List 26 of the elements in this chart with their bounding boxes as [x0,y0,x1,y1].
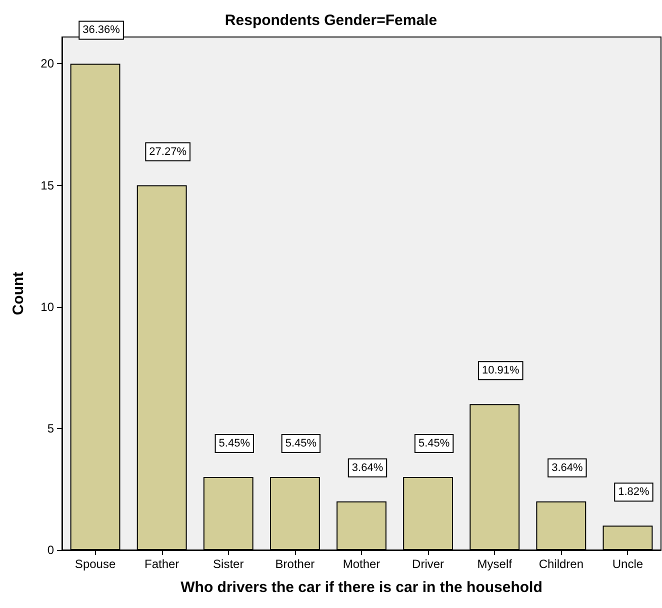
annotation: 27.27% [149,146,187,158]
y-tick-label: 5 [47,421,54,436]
x-tick-label: Mother [342,557,380,571]
y-tick-label: 15 [40,178,54,192]
annotation: 36.36% [82,24,120,36]
y-tick-label: 0 [47,543,54,557]
x-tick-label: Children [538,557,584,571]
x-tick-label: Driver [412,557,444,571]
y-axis-title: Count [10,272,27,316]
x-tick-label: Brother [275,557,315,571]
annotation: 10.91% [482,364,520,377]
annotation: 3.64% [352,462,384,474]
x-tick-label: Spouse [74,557,116,571]
annotation: 5.45% [285,438,317,450]
annotation: 3.64% [552,462,583,474]
x-tick-label: Sister [213,557,244,571]
y-tick-label: 10 [40,300,54,314]
x-axis-title: Who drivers the car if there is car in the household [180,579,542,596]
x-tick-label: Uncle [612,557,644,571]
annotation: 5.45% [218,438,250,450]
y-tick-label: 20 [40,56,54,71]
annotation: 1.82% [618,486,650,498]
x-tick-label: Myself [477,557,513,571]
chart-title: Respondents Gender=Female [224,12,438,29]
annotation: 5.45% [418,438,450,450]
x-tick-label: Father [144,557,180,571]
